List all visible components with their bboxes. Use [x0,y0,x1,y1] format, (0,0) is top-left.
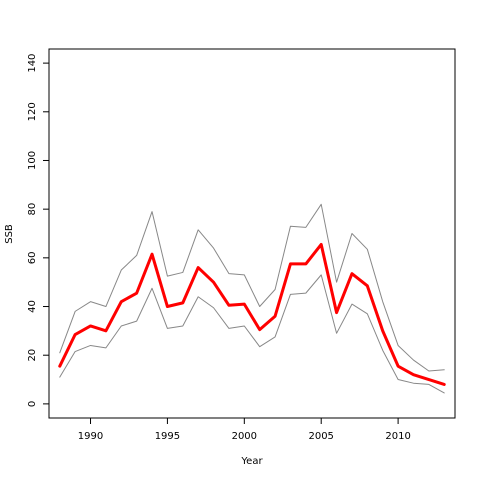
y-tick-label: 40 [27,300,38,313]
x-tick-label: 1990 [78,431,103,442]
y-tick-label: 100 [27,151,38,170]
y-tick-label: 20 [27,349,38,362]
x-tick-label: 1995 [155,431,180,442]
x-axis-label: Year [240,456,263,467]
series-line-lower [59,274,445,394]
y-tick-label: 80 [27,203,38,216]
y-tick-label: 60 [27,251,38,264]
series-line-upper [59,203,445,372]
x-tick-label: 2010 [385,431,410,442]
y-tick-label: 120 [27,102,38,121]
series-layer [58,203,446,394]
x-axis: 1990 1995 2000 2005 2010 [78,417,411,442]
y-tick-label: 0 [27,401,38,407]
y-axis-label: SSB [4,224,15,244]
x-tick-label: 2000 [232,431,257,442]
y-tick-label: 140 [27,54,38,73]
series-line-estimate [58,242,446,386]
x-tick-label: 2005 [308,431,333,442]
y-axis: 0 20 40 60 80 100 120 140 [27,54,50,407]
